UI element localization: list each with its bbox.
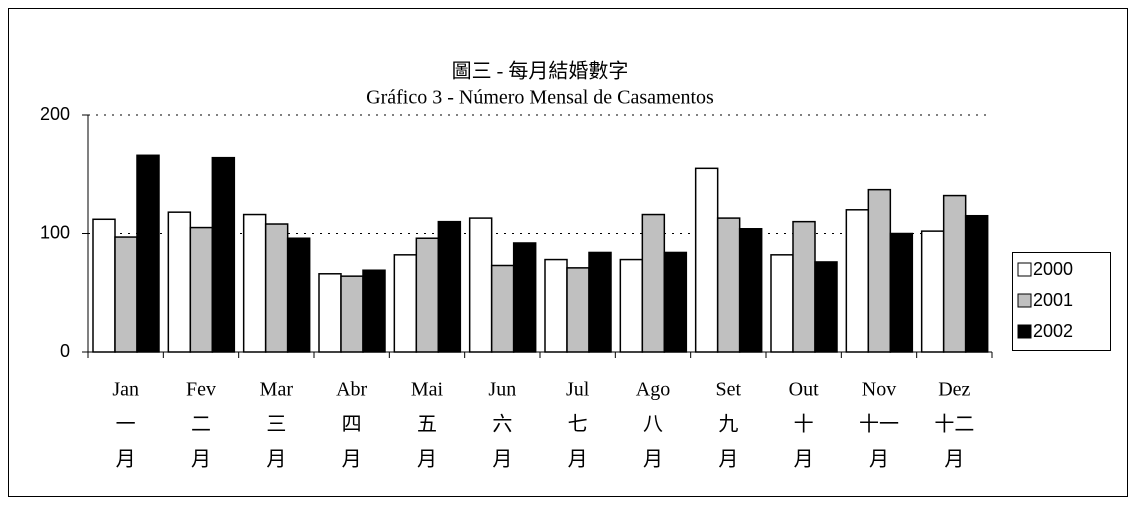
x-tick-label: Set: [716, 379, 742, 401]
bar: [920, 230, 945, 353]
bar: [619, 258, 644, 353]
x-tick-label: 月: [794, 449, 814, 471]
bar: [694, 167, 719, 353]
bar: [264, 223, 289, 353]
bar: [468, 217, 493, 353]
x-tick-label: 月: [342, 449, 362, 471]
bar: [189, 226, 214, 353]
x-tick-label: 九: [718, 413, 738, 436]
x-tick-label: 月: [944, 449, 964, 471]
bar: [716, 217, 741, 353]
bar: [362, 269, 386, 353]
chart-title: 圖三 - 每月結婚數字: [452, 60, 629, 83]
bar: [92, 218, 116, 353]
x-tick-label: 月: [191, 449, 211, 471]
bar: [136, 154, 160, 353]
x-tick-label: 二: [191, 414, 211, 436]
chart-subtitle: Gráfico 3 - Número Mensal de Casamentos: [366, 87, 714, 109]
x-tick-label: Ago: [636, 379, 670, 401]
bar: [641, 213, 666, 353]
y-tick-label: 200: [40, 104, 70, 124]
x-tick-label: 月: [869, 449, 889, 471]
x-tick-label: 一: [116, 414, 136, 436]
bar: [340, 275, 364, 353]
x-tick-label: 五: [417, 414, 437, 436]
bar: [663, 251, 688, 353]
bar: [770, 254, 794, 353]
bar: [415, 237, 440, 353]
x-tick-label: 月: [266, 449, 286, 471]
x-tick-label: 月: [492, 449, 512, 471]
x-tick-label: Mai: [411, 379, 444, 401]
x-tick-label: Mar: [260, 379, 294, 401]
x-tick-label: 四: [342, 414, 362, 436]
y-tick-label: 100: [40, 222, 70, 242]
x-tick-label: 十二: [934, 413, 974, 436]
legend-label: 2000: [1033, 259, 1073, 279]
bar: [286, 237, 311, 353]
x-tick-label: 月: [568, 449, 588, 471]
x-tick-label: 月: [116, 449, 136, 471]
x-tick-label: Jul: [566, 379, 590, 401]
bar: [242, 213, 267, 353]
x-tick-label: Out: [789, 379, 819, 401]
bar: [845, 209, 870, 353]
bar: [792, 220, 816, 353]
legend-marker: [1017, 324, 1032, 339]
x-tick-label: Fev: [186, 379, 216, 401]
bar: [167, 211, 192, 353]
legend-marker: [1017, 262, 1032, 277]
x-tick-label: 月: [718, 449, 738, 471]
bar: [814, 261, 838, 353]
bar: [738, 228, 763, 353]
x-tick-label: Nov: [862, 379, 896, 401]
x-tick-label: 八: [643, 414, 663, 436]
x-tick-label: Dez: [938, 379, 970, 401]
legend-label: 2002: [1033, 321, 1073, 341]
x-tick-label: 十一: [859, 413, 899, 436]
bar: [490, 264, 515, 353]
x-tick-label: 月: [643, 449, 663, 471]
bar: [544, 258, 568, 353]
x-tick-label: 月: [417, 449, 437, 471]
bar: [889, 232, 914, 353]
x-tick-label: 三: [266, 414, 286, 436]
x-tick-label: Abr: [336, 379, 367, 401]
bar: [211, 156, 236, 353]
bar: [867, 188, 892, 353]
bar: [393, 254, 418, 353]
bar: [437, 220, 462, 353]
bar: [114, 236, 138, 353]
x-tick-label: 七: [568, 413, 588, 436]
x-tick-label: 十: [794, 413, 814, 436]
bar: [942, 194, 967, 353]
bar: [566, 267, 590, 353]
bar: [512, 242, 537, 353]
x-tick-label: Jan: [112, 379, 139, 401]
y-tick-label: 0: [60, 341, 70, 361]
x-tick-label: Jun: [488, 379, 516, 401]
bar: [588, 251, 612, 353]
x-tick-label: 六: [492, 413, 512, 436]
bar: [964, 214, 989, 353]
bar: [318, 273, 342, 353]
legend-label: 2001: [1033, 290, 1073, 310]
legend-marker: [1017, 293, 1032, 308]
